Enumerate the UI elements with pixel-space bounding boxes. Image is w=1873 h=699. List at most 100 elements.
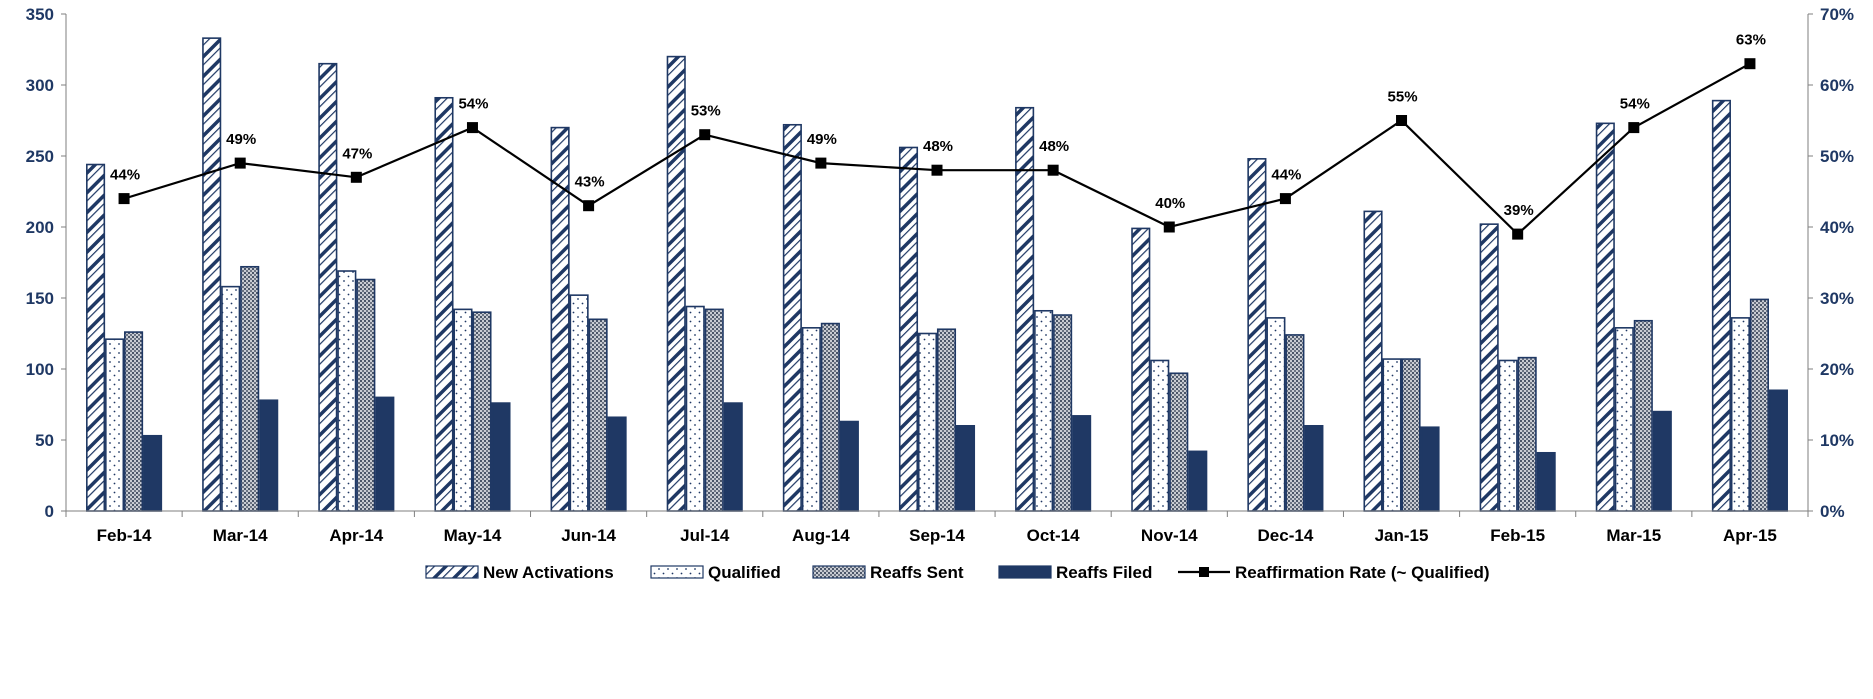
- bar-qualified-jul-14: [685, 305, 705, 512]
- bar-reaffs-filed-apr-14: [375, 396, 395, 512]
- bar-qualified-jan-15: [1382, 358, 1402, 512]
- bar-new-activations-dec-14: [1247, 158, 1267, 512]
- y2-tick-label: 30%: [1820, 289, 1854, 308]
- bar-reaffs-sent-mar-14: [240, 265, 260, 512]
- bar-reaffs-filed-jun-14: [607, 416, 627, 512]
- x-tick-label: May-14: [444, 526, 502, 545]
- bar-reaffs-sent-jan-15: [1401, 358, 1421, 512]
- bars-layer: [86, 37, 1788, 512]
- rate-marker-mar-14: [234, 157, 246, 169]
- rate-marker-apr-14: [350, 171, 362, 183]
- x-tick-label: Aug-14: [792, 526, 850, 545]
- bar-reaffs-sent-apr-14: [356, 278, 376, 512]
- rate-data-label: 49%: [807, 131, 837, 148]
- rate-marker-sep-14: [931, 164, 943, 176]
- bar-qualified-oct-14: [1034, 309, 1054, 512]
- bar-new-activations-oct-14: [1015, 106, 1035, 512]
- bar-reaffs-sent-jun-14: [588, 318, 608, 512]
- y2-tick-label: 60%: [1820, 76, 1854, 95]
- bar-new-activations-aug-14: [782, 123, 802, 512]
- rate-marker-jul-14: [699, 129, 711, 141]
- x-tick-label: Dec-14: [1258, 526, 1314, 545]
- rate-marker-feb-15: [1512, 228, 1524, 240]
- y-tick-label: 200: [26, 218, 54, 237]
- bar-new-activations-sep-14: [898, 146, 919, 512]
- legend-label-reaffs-sent: Reaffs Sent: [870, 563, 964, 582]
- y2-tick-label: 40%: [1820, 218, 1854, 237]
- rate-data-label: 43%: [575, 174, 605, 191]
- rate-data-label: 44%: [110, 167, 140, 184]
- x-tick-label: Sep-14: [909, 526, 965, 545]
- rate-data-label: 48%: [1039, 138, 1069, 155]
- bar-qualified-aug-14: [801, 327, 821, 512]
- bar-reaffs-filed-may-14: [491, 402, 511, 512]
- bar-reaffs-filed-nov-14: [1188, 450, 1208, 512]
- bar-qualified-dec-14: [1266, 317, 1286, 512]
- rate-data-label: 48%: [923, 138, 953, 155]
- rate-marker-nov-14: [1163, 221, 1175, 233]
- rate-marker-jun-14: [583, 200, 595, 212]
- bar-reaffs-sent-aug-14: [820, 322, 840, 512]
- rate-marker-may-14: [466, 122, 478, 134]
- bar-new-activations-feb-14: [86, 163, 106, 512]
- legend-swatch-new-activations: [425, 565, 479, 579]
- rate-data-label: 63%: [1736, 32, 1766, 49]
- bar-reaffs-filed-mar-15: [1652, 410, 1672, 512]
- bar-reaffs-sent-nov-14: [1169, 372, 1189, 512]
- bar-reaffs-sent-oct-14: [1053, 314, 1073, 512]
- x-tick-label: Jan-15: [1375, 526, 1429, 545]
- y-tick-label: 250: [26, 147, 54, 166]
- rate-marker-mar-15: [1628, 122, 1640, 134]
- bar-qualified-jun-14: [569, 294, 589, 512]
- rate-data-label: 53%: [691, 103, 721, 120]
- bar-new-activations-nov-14: [1131, 227, 1151, 512]
- bar-reaffs-filed-oct-14: [1072, 415, 1092, 512]
- legend-label-new-activations: New Activations: [483, 563, 614, 582]
- rate-marker-dec-14: [1279, 193, 1291, 205]
- bar-qualified-nov-14: [1150, 359, 1170, 512]
- x-tick-label: Feb-15: [1490, 526, 1545, 545]
- x-tick-label: Nov-14: [1141, 526, 1198, 545]
- x-tick-label: Apr-15: [1723, 526, 1777, 545]
- y2-tick-label: 20%: [1820, 360, 1854, 379]
- bar-new-activations-apr-15: [1711, 99, 1731, 512]
- bar-reaffs-sent-feb-15: [1517, 356, 1537, 512]
- legend-swatch-reaffs-filed: [998, 565, 1052, 579]
- rate-data-label: 39%: [1504, 202, 1534, 219]
- y-tick-label: 350: [26, 5, 54, 24]
- y-tick-label: 300: [26, 76, 54, 95]
- x-tick-label: Jun-14: [561, 526, 616, 545]
- bar-qualified-feb-15: [1498, 359, 1518, 512]
- bar-reaffs-filed-dec-14: [1304, 424, 1324, 512]
- y-tick-label: 50: [35, 431, 54, 450]
- legend-marker-reaffirmation-rate-qualified: [1199, 567, 1209, 577]
- bar-new-activations-apr-14: [318, 62, 338, 512]
- bar-qualified-may-14: [453, 308, 473, 512]
- x-tick-label: Feb-14: [97, 526, 152, 545]
- rate-marker-feb-14: [118, 193, 130, 205]
- bar-reaffs-filed-feb-15: [1536, 451, 1556, 512]
- bar-reaffs-filed-sep-14: [955, 424, 976, 512]
- rate-marker-aug-14: [815, 157, 827, 169]
- bar-reaffs-filed-jan-15: [1420, 426, 1440, 512]
- bar-qualified-mar-14: [221, 285, 241, 512]
- rate-marker-oct-14: [1047, 164, 1059, 176]
- bar-new-activations-jul-14: [666, 55, 686, 512]
- y-tick-label: 0: [45, 502, 54, 521]
- bar-qualified-sep-14: [917, 332, 938, 512]
- legend-label-reaffs-filed: Reaffs Filed: [1056, 563, 1152, 582]
- rate-data-label: 49%: [226, 131, 256, 148]
- bar-reaffs-filed-jul-14: [723, 402, 743, 512]
- bar-reaffs-sent-dec-14: [1285, 334, 1305, 512]
- bar-qualified-apr-14: [337, 270, 357, 512]
- bar-new-activations-jan-15: [1363, 210, 1383, 512]
- bar-new-activations-mar-14: [202, 37, 222, 512]
- rate-data-label: 54%: [458, 96, 488, 113]
- bar-reaffs-filed-mar-14: [259, 399, 279, 512]
- bar-qualified-apr-15: [1730, 317, 1750, 512]
- axes-layer: 0 50 100 150 200 250 300 350 0% 10% 20% 30% 40% 50% 60…: [26, 5, 1854, 545]
- bar-reaffs-sent-feb-14: [124, 331, 144, 512]
- rate-data-label: 44%: [1271, 167, 1301, 184]
- bar-reaffs-sent-apr-15: [1749, 298, 1769, 512]
